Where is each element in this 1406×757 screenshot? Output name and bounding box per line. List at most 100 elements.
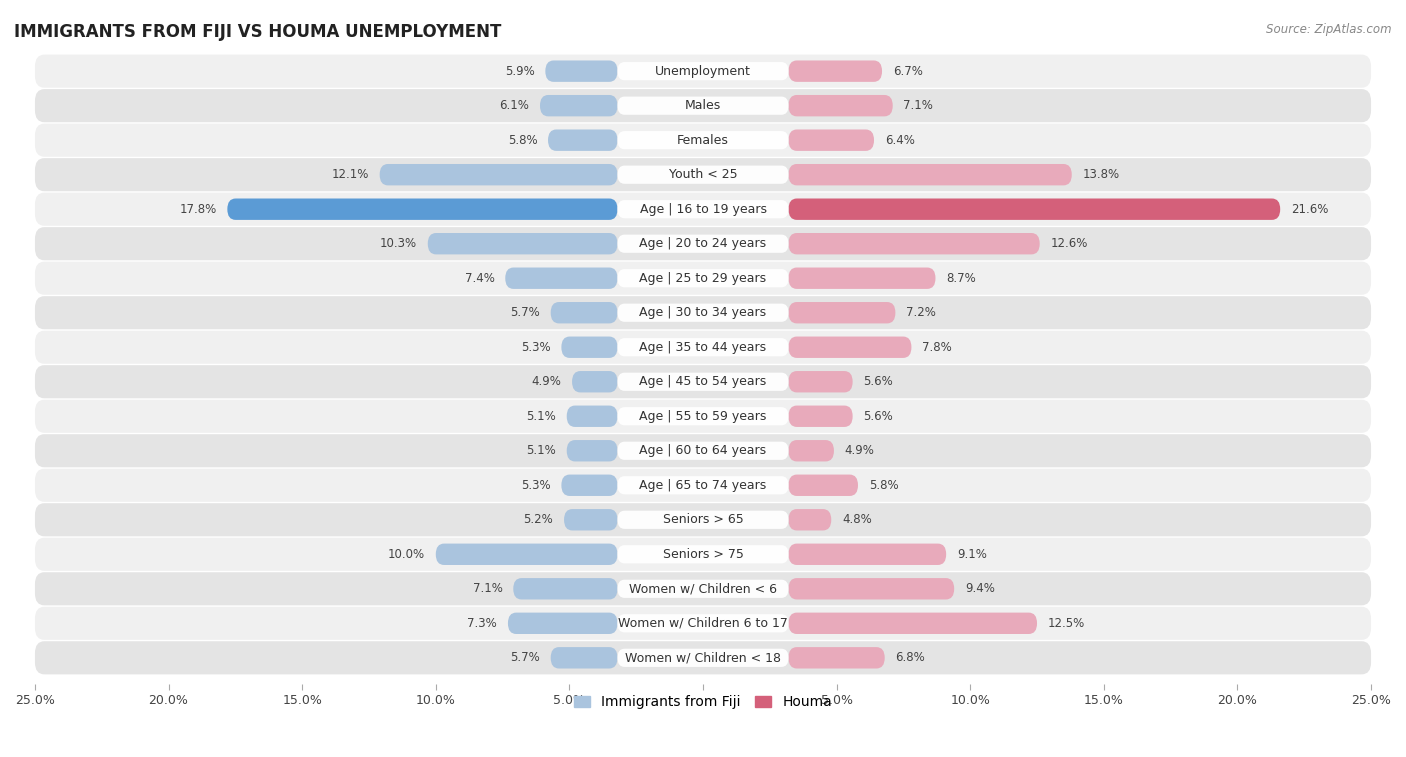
FancyBboxPatch shape — [789, 612, 1038, 634]
FancyBboxPatch shape — [617, 372, 789, 391]
FancyBboxPatch shape — [789, 371, 852, 392]
FancyBboxPatch shape — [35, 296, 1371, 329]
FancyBboxPatch shape — [617, 97, 789, 115]
FancyBboxPatch shape — [540, 95, 617, 117]
FancyBboxPatch shape — [789, 647, 884, 668]
FancyBboxPatch shape — [546, 61, 617, 82]
FancyBboxPatch shape — [617, 511, 789, 529]
Text: 6.7%: 6.7% — [893, 64, 922, 78]
FancyBboxPatch shape — [617, 269, 789, 288]
Text: 7.3%: 7.3% — [467, 617, 498, 630]
FancyBboxPatch shape — [789, 475, 858, 496]
FancyBboxPatch shape — [789, 198, 1281, 220]
FancyBboxPatch shape — [35, 365, 1371, 398]
FancyBboxPatch shape — [617, 200, 789, 218]
FancyBboxPatch shape — [548, 129, 617, 151]
FancyBboxPatch shape — [789, 337, 911, 358]
Text: Age | 60 to 64 years: Age | 60 to 64 years — [640, 444, 766, 457]
FancyBboxPatch shape — [551, 302, 617, 323]
FancyBboxPatch shape — [561, 337, 617, 358]
Text: 9.4%: 9.4% — [965, 582, 995, 595]
Text: Age | 25 to 29 years: Age | 25 to 29 years — [640, 272, 766, 285]
FancyBboxPatch shape — [789, 95, 893, 117]
Text: 10.3%: 10.3% — [380, 237, 418, 251]
FancyBboxPatch shape — [617, 580, 789, 598]
Text: 5.3%: 5.3% — [522, 478, 551, 492]
FancyBboxPatch shape — [789, 267, 935, 289]
Text: 12.5%: 12.5% — [1047, 617, 1085, 630]
Text: 7.1%: 7.1% — [904, 99, 934, 112]
Text: 5.6%: 5.6% — [863, 375, 893, 388]
FancyBboxPatch shape — [789, 61, 882, 82]
FancyBboxPatch shape — [617, 235, 789, 253]
Text: 5.8%: 5.8% — [869, 478, 898, 492]
Text: 5.3%: 5.3% — [522, 341, 551, 354]
Text: Age | 65 to 74 years: Age | 65 to 74 years — [640, 478, 766, 492]
FancyBboxPatch shape — [35, 503, 1371, 537]
Text: Women w/ Children < 6: Women w/ Children < 6 — [628, 582, 778, 595]
FancyBboxPatch shape — [35, 607, 1371, 640]
Text: 6.1%: 6.1% — [499, 99, 529, 112]
FancyBboxPatch shape — [228, 198, 617, 220]
Text: Age | 55 to 59 years: Age | 55 to 59 years — [640, 410, 766, 422]
Text: 17.8%: 17.8% — [180, 203, 217, 216]
Text: 5.1%: 5.1% — [526, 410, 555, 422]
FancyBboxPatch shape — [617, 338, 789, 357]
FancyBboxPatch shape — [789, 440, 834, 462]
FancyBboxPatch shape — [35, 158, 1371, 192]
FancyBboxPatch shape — [617, 476, 789, 494]
FancyBboxPatch shape — [617, 304, 789, 322]
FancyBboxPatch shape — [436, 544, 617, 565]
Text: Unemployment: Unemployment — [655, 64, 751, 78]
Text: Females: Females — [678, 134, 728, 147]
Text: 4.8%: 4.8% — [842, 513, 872, 526]
Text: 12.1%: 12.1% — [332, 168, 368, 181]
Text: 5.7%: 5.7% — [510, 307, 540, 319]
Text: Age | 16 to 19 years: Age | 16 to 19 years — [640, 203, 766, 216]
FancyBboxPatch shape — [617, 62, 789, 80]
FancyBboxPatch shape — [35, 123, 1371, 157]
FancyBboxPatch shape — [35, 331, 1371, 364]
Text: 5.1%: 5.1% — [526, 444, 555, 457]
Text: Age | 20 to 24 years: Age | 20 to 24 years — [640, 237, 766, 251]
FancyBboxPatch shape — [789, 302, 896, 323]
FancyBboxPatch shape — [789, 544, 946, 565]
FancyBboxPatch shape — [617, 441, 789, 459]
Text: Seniors > 75: Seniors > 75 — [662, 548, 744, 561]
Text: Males: Males — [685, 99, 721, 112]
FancyBboxPatch shape — [35, 435, 1371, 467]
Text: 13.8%: 13.8% — [1083, 168, 1119, 181]
FancyBboxPatch shape — [567, 406, 617, 427]
FancyBboxPatch shape — [35, 641, 1371, 674]
FancyBboxPatch shape — [35, 469, 1371, 502]
FancyBboxPatch shape — [567, 440, 617, 462]
Text: 12.6%: 12.6% — [1050, 237, 1088, 251]
FancyBboxPatch shape — [789, 509, 831, 531]
Text: IMMIGRANTS FROM FIJI VS HOUMA UNEMPLOYMENT: IMMIGRANTS FROM FIJI VS HOUMA UNEMPLOYME… — [14, 23, 502, 41]
Text: 6.4%: 6.4% — [884, 134, 914, 147]
FancyBboxPatch shape — [789, 233, 1039, 254]
FancyBboxPatch shape — [617, 407, 789, 425]
Text: 7.8%: 7.8% — [922, 341, 952, 354]
Text: 10.0%: 10.0% — [388, 548, 425, 561]
Text: Women w/ Children 6 to 17: Women w/ Children 6 to 17 — [619, 617, 787, 630]
FancyBboxPatch shape — [789, 164, 1071, 185]
Text: 21.6%: 21.6% — [1291, 203, 1329, 216]
FancyBboxPatch shape — [561, 475, 617, 496]
Text: Women w/ Children < 18: Women w/ Children < 18 — [626, 651, 780, 665]
FancyBboxPatch shape — [380, 164, 617, 185]
FancyBboxPatch shape — [35, 572, 1371, 606]
Text: Age | 45 to 54 years: Age | 45 to 54 years — [640, 375, 766, 388]
Text: Youth < 25: Youth < 25 — [669, 168, 737, 181]
Text: 9.1%: 9.1% — [957, 548, 987, 561]
FancyBboxPatch shape — [35, 262, 1371, 294]
FancyBboxPatch shape — [789, 578, 955, 600]
FancyBboxPatch shape — [35, 55, 1371, 88]
FancyBboxPatch shape — [617, 166, 789, 184]
FancyBboxPatch shape — [617, 649, 789, 667]
Text: 5.2%: 5.2% — [523, 513, 554, 526]
FancyBboxPatch shape — [35, 89, 1371, 122]
FancyBboxPatch shape — [35, 227, 1371, 260]
FancyBboxPatch shape — [617, 614, 789, 632]
FancyBboxPatch shape — [508, 612, 617, 634]
